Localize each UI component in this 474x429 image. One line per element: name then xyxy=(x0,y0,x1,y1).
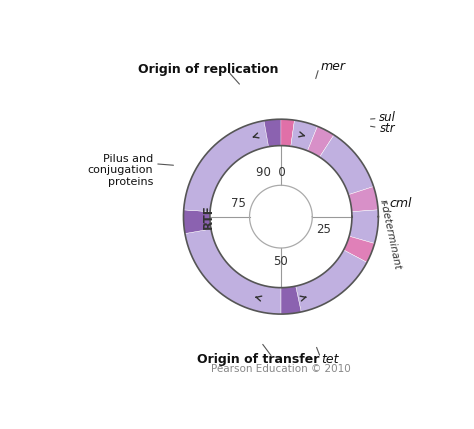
Wedge shape xyxy=(185,229,281,314)
Wedge shape xyxy=(308,126,334,157)
Wedge shape xyxy=(269,119,294,146)
Text: Origin of transfer: Origin of transfer xyxy=(197,353,319,366)
Text: mer: mer xyxy=(320,60,346,73)
Wedge shape xyxy=(296,250,367,312)
Wedge shape xyxy=(188,120,272,195)
Text: sul: sul xyxy=(378,111,395,124)
Wedge shape xyxy=(184,121,269,211)
Wedge shape xyxy=(264,119,281,147)
Wedge shape xyxy=(183,210,211,233)
Wedge shape xyxy=(281,286,301,314)
Text: cml: cml xyxy=(390,197,412,210)
Wedge shape xyxy=(349,210,378,244)
Wedge shape xyxy=(344,236,374,263)
Text: 50: 50 xyxy=(273,255,288,268)
Wedge shape xyxy=(319,135,374,195)
Text: 90  0: 90 0 xyxy=(256,166,286,178)
Wedge shape xyxy=(184,187,213,211)
Text: 25: 25 xyxy=(317,224,331,236)
Text: Pearson Education © 2010: Pearson Education © 2010 xyxy=(211,364,351,374)
Text: r-determinant: r-determinant xyxy=(378,199,402,271)
Wedge shape xyxy=(291,120,318,151)
Text: Origin of replication: Origin of replication xyxy=(138,63,279,76)
Wedge shape xyxy=(348,187,378,211)
Text: tet: tet xyxy=(321,353,339,366)
Text: RTF: RTF xyxy=(202,204,215,229)
Text: Pilus and
conjugation
proteins: Pilus and conjugation proteins xyxy=(87,154,153,187)
Text: str: str xyxy=(380,121,396,135)
Text: 75: 75 xyxy=(230,197,246,210)
